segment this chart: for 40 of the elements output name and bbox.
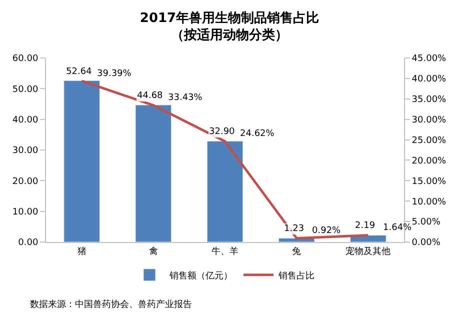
data-label: 24.62%	[240, 129, 275, 139]
legend-label: 销售额（亿元）	[168, 270, 232, 282]
y-tick-label: 40.00	[12, 115, 38, 126]
y2-tick-label: 30.00%	[412, 115, 447, 126]
y-tick-label: 10.00	[12, 207, 38, 218]
chart-subtitle: （按适用动物分类）	[171, 27, 288, 44]
data-label: 0.92%	[312, 226, 342, 236]
bar	[135, 104, 172, 242]
data-label: 1.23	[284, 224, 304, 234]
data-label: 52.64	[66, 67, 92, 77]
y2-tick-label: 0.00%	[412, 238, 441, 248]
x-tick-label: 宠物及其他	[346, 246, 391, 257]
bar	[64, 80, 100, 242]
y-tick-label: 0.00	[18, 238, 38, 248]
chart-title: 2017年兽用生物制品销售占比	[140, 11, 320, 26]
y2-tick-label: 45.00%	[412, 54, 447, 64]
data-label: 39.39%	[97, 69, 132, 79]
y2-tick-label: 20.00%	[412, 156, 447, 166]
data-label: 1.64%	[383, 223, 412, 233]
y-tick-label: 20.00	[12, 176, 38, 187]
data-label: 32.90	[209, 127, 236, 137]
data-label: 44.68	[137, 91, 164, 101]
legend-label: 销售占比	[278, 270, 314, 282]
bar	[206, 140, 244, 242]
y2-tick-label: 15.00%	[412, 176, 447, 187]
y2-tick-label: 35.00%	[412, 95, 447, 106]
x-tick-label: 兔	[292, 246, 302, 257]
y2-tick-label: 10.00%	[412, 197, 447, 208]
y2-tick-label: 25.00%	[412, 136, 447, 146]
source-note: 数据来源：中国兽药协会、兽药产业报告	[30, 299, 192, 310]
y-tick-label: 60.00	[12, 54, 38, 64]
y2-tick-label: 40.00%	[412, 74, 447, 85]
data-label: 33.43%	[168, 93, 203, 103]
x-tick-label: 猪	[77, 246, 86, 257]
data-label: 2.19	[355, 221, 376, 231]
x-tick-label: 牛、羊	[212, 246, 238, 257]
y2-tick-label: 5.00%	[412, 218, 441, 228]
x-tick-label: 禽	[148, 246, 158, 257]
y-tick-label: 50.00	[12, 84, 38, 95]
y-tick-label: 30.00	[12, 146, 38, 156]
